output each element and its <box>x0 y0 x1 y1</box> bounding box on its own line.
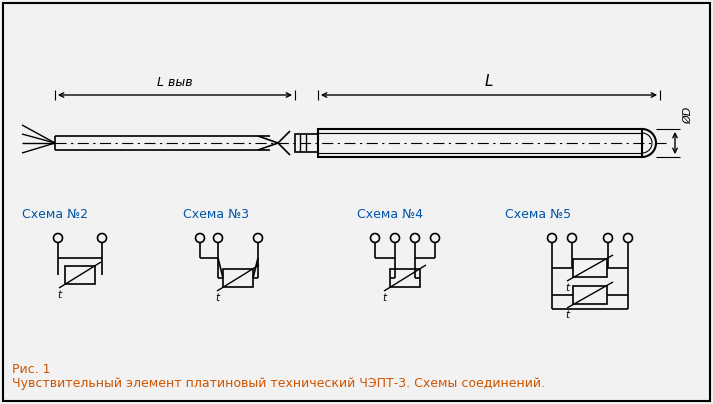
Text: t: t <box>565 310 569 320</box>
Circle shape <box>568 234 577 242</box>
Circle shape <box>213 234 222 242</box>
Text: Чувствительный элемент платиновый технический ЧЭПТ-3. Схемы соединений.: Чувствительный элемент платиновый технич… <box>12 377 545 390</box>
Bar <box>65 266 95 284</box>
Circle shape <box>411 234 419 242</box>
Bar <box>318 129 642 157</box>
Circle shape <box>391 234 399 242</box>
Circle shape <box>623 234 632 242</box>
Text: Схема №5: Схема №5 <box>505 208 571 221</box>
Bar <box>390 269 420 287</box>
Text: ØD: ØD <box>683 107 693 124</box>
Text: Схема №2: Схема №2 <box>22 208 88 221</box>
Text: Схема №3: Схема №3 <box>183 208 249 221</box>
Bar <box>573 286 607 304</box>
Circle shape <box>603 234 612 242</box>
Circle shape <box>98 234 106 242</box>
Circle shape <box>53 234 63 242</box>
Circle shape <box>254 234 262 242</box>
Text: t: t <box>215 293 219 303</box>
Text: t: t <box>565 283 569 293</box>
Bar <box>295 134 318 152</box>
Text: L выв: L выв <box>157 76 193 89</box>
Text: t: t <box>382 293 386 303</box>
Circle shape <box>371 234 379 242</box>
Circle shape <box>548 234 557 242</box>
Text: Рис. 1: Рис. 1 <box>12 363 51 376</box>
Bar <box>223 269 253 287</box>
Circle shape <box>431 234 439 242</box>
Circle shape <box>195 234 205 242</box>
Text: L: L <box>485 74 493 89</box>
Text: Схема №4: Схема №4 <box>357 208 423 221</box>
Text: t: t <box>57 290 61 300</box>
Bar <box>573 259 607 277</box>
